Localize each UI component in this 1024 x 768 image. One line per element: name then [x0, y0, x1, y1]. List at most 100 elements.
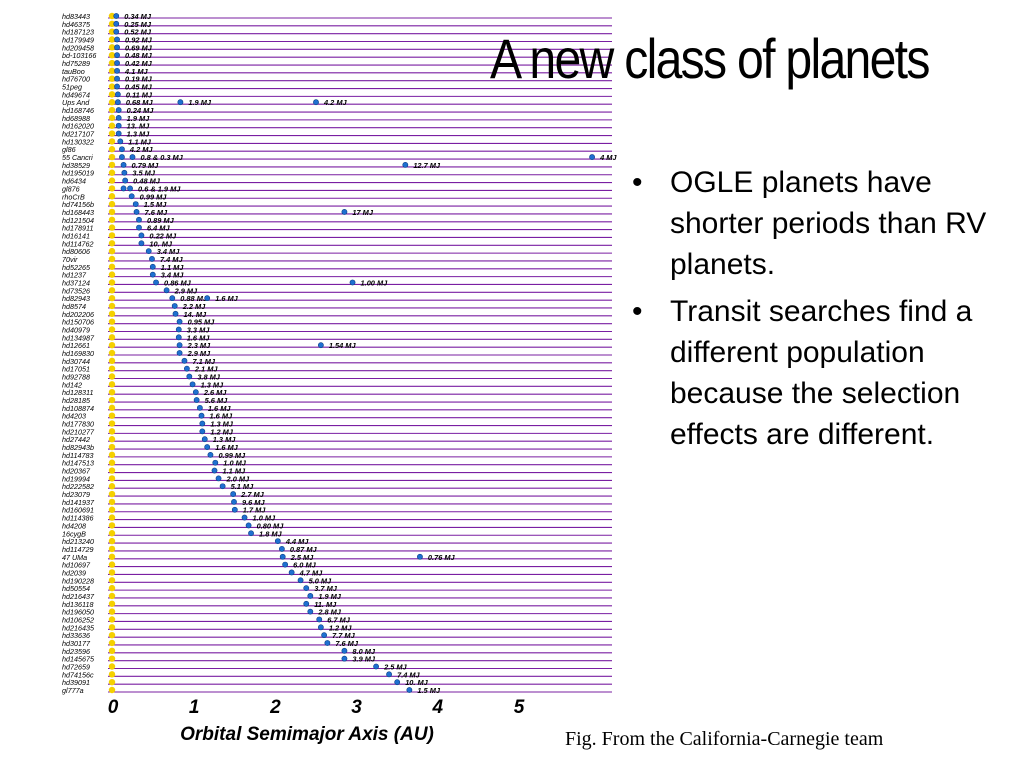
star-name-label: hd30177 — [62, 639, 91, 648]
star-name-label: rhoCrB — [62, 192, 85, 201]
star-dot — [108, 631, 116, 639]
planet-dot — [231, 499, 237, 505]
star-dot — [108, 169, 116, 176]
star-dot — [108, 200, 116, 208]
planet-mass-label: 11. MJ — [314, 600, 337, 609]
planet-dot — [417, 553, 423, 560]
star-name-label: hd46375 — [62, 20, 91, 29]
star-dot — [108, 302, 116, 310]
star-dot — [108, 600, 116, 607]
planet-mass-label: 0.95 MJ — [188, 318, 216, 327]
star-dot — [108, 678, 116, 686]
planet-dot — [248, 530, 254, 537]
planet-dot — [163, 287, 170, 294]
star-name-label: hd150706 — [62, 318, 94, 327]
x-tick-label: 2 — [269, 697, 281, 718]
planet-dot — [349, 279, 356, 286]
planet-dot — [127, 185, 133, 192]
star-name-label: hd12661 — [62, 341, 90, 350]
star-name-label: hd20367 — [62, 467, 91, 476]
star-dot — [108, 616, 116, 623]
star-dot — [108, 381, 116, 388]
star-dot — [108, 279, 116, 286]
star-name-label: hd30744 — [62, 357, 90, 366]
star-name-label: hd168746 — [62, 106, 94, 115]
bullet-dot: • — [632, 166, 643, 199]
planet-mass-label: 0.42 MJ — [125, 59, 153, 68]
star-dot — [108, 553, 116, 560]
planet-dot — [153, 279, 159, 286]
star-name-label: hd82943 — [62, 294, 90, 303]
star-dot — [108, 177, 116, 184]
star-dot — [108, 255, 116, 263]
planet-dot — [303, 600, 310, 607]
star-name-label: hd74156b — [62, 200, 94, 209]
planet-dot — [114, 60, 120, 66]
planet-dot — [128, 193, 135, 200]
planet-mass-label: 1.3 MJ — [127, 130, 150, 139]
x-tick-label: 3 — [351, 697, 362, 718]
star-dot — [108, 75, 116, 82]
planet-dot — [149, 256, 155, 262]
star-dot — [108, 373, 116, 380]
star-dot — [108, 224, 116, 231]
planet-mass-label: 13. MJ — [127, 122, 150, 131]
planet-dot — [341, 647, 348, 654]
star-name-label: hd28185 — [62, 396, 91, 405]
planet-dot — [199, 428, 206, 435]
planet-mass-label: 1.6 MJ — [210, 412, 233, 421]
planet-dot — [117, 138, 124, 145]
planet-mass-label: 1.9 MJ — [318, 592, 341, 601]
star-dot — [108, 44, 116, 51]
planet-mass-label: 0.25 MJ — [124, 20, 152, 29]
star-name-label: hd222582 — [62, 482, 94, 491]
planet-dot — [176, 318, 183, 325]
star-name-label: hd213240 — [62, 537, 94, 546]
star-name-label: hd73526 — [62, 286, 90, 295]
star-dot — [108, 655, 116, 662]
planet-mass-label: 1.6 MJ — [208, 404, 231, 413]
planet-dot — [115, 122, 122, 129]
planet-mass-label: 0.24 MJ — [127, 106, 155, 115]
star-name-label: tauBoo — [62, 67, 85, 76]
planet-dot — [119, 154, 125, 160]
planet-orbit-chart: hd83443 0.34 MJ hd46375 0.25 MJ hd187123 0.52… — [62, 12, 617, 745]
star-dot — [108, 498, 116, 506]
star-name-label: hd76700 — [62, 75, 90, 84]
planet-dot — [114, 36, 120, 43]
planet-dot — [169, 295, 176, 302]
planet-dot — [316, 616, 323, 623]
planet-mass-label: 7.4 MJ — [397, 670, 420, 679]
star-name-label: hd168443 — [62, 208, 94, 217]
star-dot — [108, 153, 116, 161]
planet-dot — [145, 248, 152, 255]
planet-mass-label: 3.4 MJ — [161, 271, 184, 280]
planet-dot — [317, 342, 324, 349]
planet-mass-label: 10. MJ — [149, 239, 172, 248]
star-name-label: hd33636 — [62, 631, 90, 640]
planet-dot — [114, 99, 121, 106]
planet-dot — [175, 326, 182, 333]
star-dot — [108, 592, 116, 600]
planet-mass-label: 4.2 MJ — [129, 145, 153, 154]
star-name-label: hd52265 — [62, 263, 91, 272]
star-dot — [108, 334, 116, 341]
planet-mass-label: 0.89 MJ — [147, 216, 175, 225]
star-dot — [108, 428, 116, 435]
planet-mass-label: 5.0 MJ — [309, 576, 332, 585]
star-dot — [108, 686, 116, 694]
planet-mass-label: 17 MJ — [352, 208, 373, 217]
planet-mass-label: 3.3 MJ — [187, 325, 210, 334]
planet-dot — [114, 75, 120, 82]
planet-mass-label: 0.22 MJ — [149, 231, 177, 240]
star-name-label: hd217107 — [62, 130, 95, 139]
planet-dot — [132, 201, 139, 207]
star-dot — [108, 271, 116, 278]
star-dot — [108, 59, 116, 67]
star-name-label: hd108874 — [62, 404, 94, 413]
star-name-label: hd80606 — [62, 247, 90, 256]
planet-dot — [172, 310, 179, 317]
planet-mass-label: 2.3 MJ — [187, 341, 211, 350]
planet-dot — [199, 420, 206, 427]
planet-dot — [317, 624, 324, 631]
